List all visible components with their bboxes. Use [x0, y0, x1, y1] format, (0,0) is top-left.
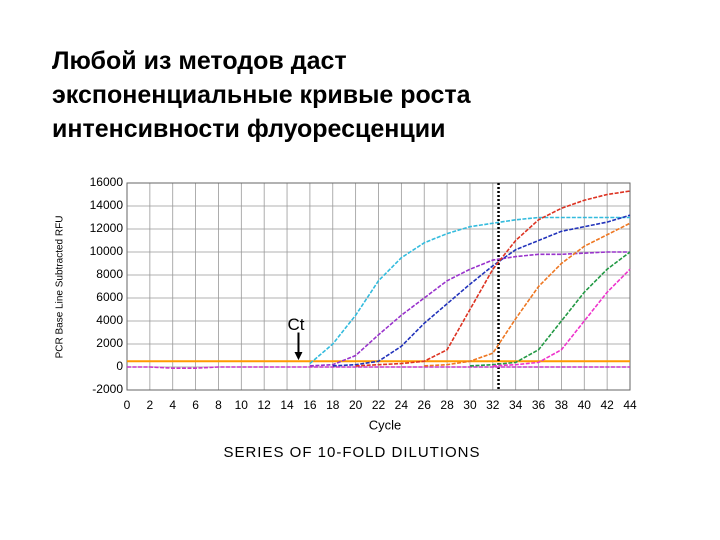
- series-line: [127, 366, 630, 369]
- x-tick-label: 4: [169, 398, 176, 412]
- heading-line: экспоненциальные кривые роста: [52, 81, 471, 109]
- series-line: [309, 251, 630, 367]
- x-tick-label: 30: [463, 398, 477, 412]
- x-tick-label: 10: [235, 398, 249, 412]
- x-tick-label: 36: [532, 398, 546, 412]
- series-line: [309, 216, 630, 365]
- y-tick-label: 2000: [96, 336, 123, 350]
- y-tick-label: -2000: [92, 382, 123, 396]
- series-line: [332, 214, 631, 367]
- caption: SERIES OF 10-FOLD DILUTIONS: [223, 444, 480, 461]
- y-tick-label: 4000: [96, 313, 123, 327]
- x-tick-label: 22: [372, 398, 386, 412]
- x-tick-label: 38: [555, 398, 569, 412]
- x-tick-label: 28: [440, 398, 454, 412]
- x-tick-label: 2: [147, 398, 154, 412]
- series-line: [355, 190, 631, 367]
- series-line: [424, 222, 631, 367]
- series-line: [469, 251, 631, 367]
- x-tick-label: 24: [395, 398, 409, 412]
- plot-frame: [126, 182, 631, 391]
- y-tick-label: 10000: [90, 244, 124, 258]
- x-tick-label: 6: [192, 398, 199, 412]
- y-tick-label: 6000: [96, 290, 123, 304]
- annotation: Ct: [287, 315, 304, 334]
- y-tick-label: 16000: [90, 175, 124, 189]
- x-tick-label: 14: [280, 398, 294, 412]
- x-tick-label: 8: [215, 398, 222, 412]
- y-tick-label: 0: [116, 359, 123, 373]
- x-tick-label: 42: [600, 398, 614, 412]
- y-axis-label: PCR Base Line Subtracted RFU: [55, 216, 66, 359]
- x-tick-label: 40: [578, 398, 592, 412]
- x-axis-label: Cycle: [369, 417, 402, 432]
- x-tick-label: 18: [326, 398, 340, 412]
- y-tick-label: 12000: [90, 221, 124, 235]
- x-tick-label: 16: [303, 398, 317, 412]
- series-line: [492, 268, 631, 367]
- x-tick-label: 32: [486, 398, 500, 412]
- x-tick-label: 26: [418, 398, 432, 412]
- y-tick-label: 14000: [90, 198, 124, 212]
- x-tick-label: 44: [623, 398, 637, 412]
- x-tick-label: 20: [349, 398, 363, 412]
- annotation-arrowhead: [294, 352, 303, 361]
- y-tick-label: 8000: [96, 267, 123, 281]
- heading-line: интенсивности флуоресценции: [52, 115, 446, 143]
- heading-line: Любой из методов даст: [52, 47, 347, 75]
- x-tick-label: 0: [124, 398, 131, 412]
- x-tick-label: 34: [509, 398, 523, 412]
- x-tick-label: 12: [258, 398, 272, 412]
